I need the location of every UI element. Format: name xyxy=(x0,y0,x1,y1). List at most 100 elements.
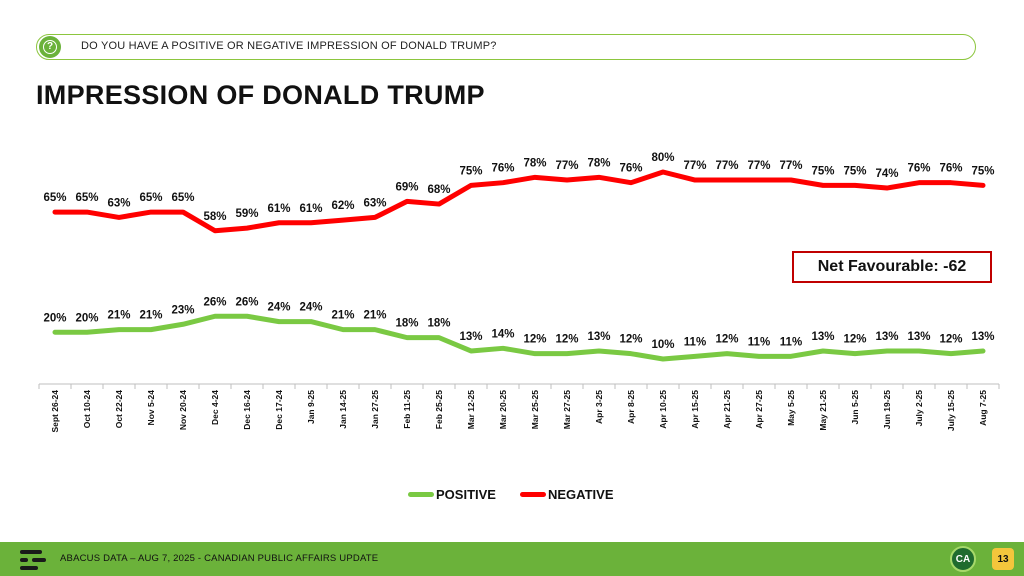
data-labels: 20% 20% 21% 21% 23% 26% 26% 24% 24% 21% 21% 18% 18% 1… xyxy=(43,152,994,351)
footer-text: ABACUS DATA – AUG 7, 2025 - CANADIAN PUB… xyxy=(60,553,379,564)
series-line-negative xyxy=(52,169,986,234)
data-label-positive: 12% xyxy=(939,334,962,346)
abacus-logo-icon xyxy=(20,550,48,570)
x-tick-label: Apr 27-25 xyxy=(754,390,764,429)
x-tick-label: Jan 14-25 xyxy=(338,390,348,429)
x-tick-label: Apr 15-25 xyxy=(690,390,700,429)
x-tick-label: July 15-25 xyxy=(946,390,956,431)
data-label-positive: 12% xyxy=(843,334,866,346)
x-tick-label: Oct 22-24 xyxy=(114,390,124,429)
data-label-negative: 76% xyxy=(907,163,930,175)
data-label-negative: 75% xyxy=(971,165,994,177)
x-tick-label: Apr 3-25 xyxy=(594,390,604,424)
data-label-negative: 77% xyxy=(779,160,802,172)
brand-mark-icon: CA xyxy=(950,546,976,572)
legend-label-positive: POSITIVE xyxy=(436,487,496,502)
x-tick-label: Nov 5-24 xyxy=(146,390,156,426)
data-label-negative: 77% xyxy=(715,160,738,172)
x-axis: Sept 26-24 Oct 10-24 Oct 22-24 Nov 5-24 Nov … xyxy=(38,383,1000,433)
x-tick-label: Nov 20-24 xyxy=(178,390,188,430)
data-label-positive: 23% xyxy=(171,304,194,316)
data-label-positive: 21% xyxy=(331,310,354,322)
x-tick-label: Mar 25-25 xyxy=(530,390,540,429)
x-tick-label: Mar 12-25 xyxy=(466,390,476,429)
data-label-negative: 65% xyxy=(171,192,194,204)
x-tick-label: Dec 4-24 xyxy=(210,390,220,425)
x-tick-label: Feb 11-25 xyxy=(402,390,412,429)
page-title: IMPRESSION OF DONALD TRUMP xyxy=(36,80,485,110)
data-label-negative: 77% xyxy=(747,160,770,172)
data-label-positive: 26% xyxy=(235,296,258,308)
data-label-positive: 13% xyxy=(587,331,610,343)
x-tick-label: Sept 26-24 xyxy=(50,390,60,433)
data-label-positive: 13% xyxy=(971,331,994,343)
data-label-negative: 80% xyxy=(651,152,674,164)
x-tick-label: Jun 19-25 xyxy=(882,390,892,429)
data-label-negative: 75% xyxy=(459,165,482,177)
x-tick-label: Jun 5-25 xyxy=(850,390,860,425)
legend-swatch-negative xyxy=(520,492,546,497)
data-label-negative: 76% xyxy=(619,163,642,175)
series-lines xyxy=(52,169,986,362)
data-label-positive: 11% xyxy=(684,336,706,348)
data-label-negative: 65% xyxy=(75,192,98,204)
legend-label-negative: NEGATIVE xyxy=(548,487,614,502)
data-label-negative: 61% xyxy=(299,203,322,215)
question-bar: ? DO YOU HAVE A POSITIVE OR NEGATIVE IMP… xyxy=(36,34,976,60)
x-tick-label: Jan 27-25 xyxy=(370,390,380,429)
data-label-negative: 61% xyxy=(267,203,290,215)
x-tick-label: Oct 10-24 xyxy=(82,390,92,429)
legend: POSITIVE NEGATIVE xyxy=(0,487,1024,503)
x-tick-label: Apr 10-25 xyxy=(658,390,668,429)
data-label-positive: 13% xyxy=(907,331,930,343)
net-favourable-box: Net Favourable: -62 xyxy=(792,251,992,283)
data-label-positive: 18% xyxy=(427,318,450,330)
data-label-positive: 18% xyxy=(395,318,418,330)
data-label-positive: 13% xyxy=(875,331,898,343)
x-tick-label: Aug 7-25 xyxy=(978,390,988,426)
x-tick-label: Feb 25-25 xyxy=(434,390,444,429)
question-text: DO YOU HAVE A POSITIVE OR NEGATIVE IMPRE… xyxy=(81,40,497,52)
x-tick-label: Jan 9-25 xyxy=(306,390,316,424)
legend-item-negative: NEGATIVE xyxy=(520,487,614,502)
data-label-negative: 58% xyxy=(203,211,226,223)
x-tick-label: Mar 20-25 xyxy=(498,390,508,429)
x-tick-label: Dec 17-24 xyxy=(274,390,284,430)
data-label-positive: 12% xyxy=(619,334,642,346)
data-label-positive: 12% xyxy=(555,334,578,346)
footer: ABACUS DATA – AUG 7, 2025 - CANADIAN PUB… xyxy=(0,542,1024,576)
data-label-negative: 59% xyxy=(235,208,258,220)
data-label-negative: 77% xyxy=(683,160,706,172)
legend-swatch-positive xyxy=(408,492,434,497)
data-label-negative: 78% xyxy=(587,157,610,169)
data-label-positive: 20% xyxy=(75,312,98,324)
x-tick-label: Apr 8-25 xyxy=(626,390,636,424)
data-label-negative: 74% xyxy=(875,168,898,180)
data-label-positive: 10% xyxy=(651,339,674,351)
data-label-negative: 68% xyxy=(427,184,450,196)
data-label-positive: 12% xyxy=(523,334,546,346)
data-label-negative: 77% xyxy=(555,160,578,172)
data-label-positive: 13% xyxy=(811,331,834,343)
data-label-positive: 11% xyxy=(780,336,802,348)
data-label-positive: 14% xyxy=(491,328,514,340)
data-label-positive: 26% xyxy=(203,296,226,308)
series-line-positive xyxy=(52,313,986,362)
data-label-positive: 13% xyxy=(459,331,482,343)
data-label-negative: 75% xyxy=(811,165,834,177)
data-label-negative: 63% xyxy=(363,197,386,209)
data-label-positive: 21% xyxy=(107,310,130,322)
data-label-negative: 65% xyxy=(139,192,162,204)
data-label-negative: 65% xyxy=(43,192,66,204)
data-label-negative: 78% xyxy=(523,157,546,169)
x-tick-label: Mar 27-25 xyxy=(562,390,572,429)
x-tick-label: May 5-25 xyxy=(786,390,796,426)
data-label-positive: 11% xyxy=(748,336,770,348)
question-icon: ? xyxy=(39,36,61,58)
x-tick-label: July 2-25 xyxy=(914,390,924,427)
data-label-positive: 24% xyxy=(299,302,322,314)
data-label-negative: 69% xyxy=(395,181,418,193)
x-tick-label: Apr 21-25 xyxy=(722,390,732,429)
data-label-negative: 62% xyxy=(331,200,354,212)
